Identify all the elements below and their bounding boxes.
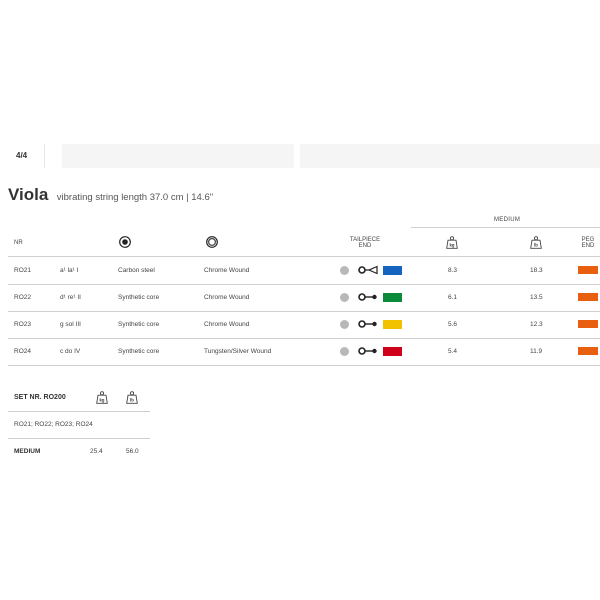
peg-end-header: PEG END — [581, 237, 595, 249]
string-color-swatch — [383, 320, 402, 329]
peg-end-color-swatch — [578, 266, 598, 274]
string-color-swatch — [383, 293, 402, 302]
winding-material: Chrome Wound — [204, 267, 250, 274]
winding-material: Chrome Wound — [204, 321, 250, 328]
tension-kg: 8.3 — [448, 267, 458, 274]
core-material: Synthetic core — [118, 294, 160, 301]
string-end-dot-icon — [340, 293, 349, 302]
divider — [8, 256, 600, 257]
string-note: c do IV — [60, 348, 81, 355]
tab-4-4[interactable]: 4/4 — [16, 151, 28, 160]
divider — [8, 365, 600, 366]
string-number: RO24 — [14, 348, 31, 355]
string-number: RO23 — [14, 321, 31, 328]
lb-unit: lb — [130, 398, 134, 403]
peg-end-color-swatch — [578, 320, 598, 328]
ball-end-icon — [358, 320, 377, 328]
tension-lb: 13.5 — [530, 294, 543, 301]
string-end-dot-icon — [340, 320, 349, 329]
tension-kg: 6.1 — [448, 294, 458, 301]
tab-divider — [44, 144, 45, 168]
lb-weight-icon: lb — [126, 391, 138, 404]
size-tabs: 4/4 — [0, 144, 600, 168]
set-title: SET NR. RO200 — [14, 394, 66, 401]
divider — [8, 338, 600, 339]
kg-unit: kg — [450, 243, 455, 248]
tension-kg: 5.6 — [448, 321, 458, 328]
peg-end-color-swatch — [578, 347, 598, 355]
string-end-dot-icon — [340, 266, 349, 275]
tension-lb: 11.9 — [530, 348, 543, 355]
kg-weight-icon: kg — [446, 236, 458, 249]
core-material: Synthetic core — [118, 348, 160, 355]
kg-weight-icon: kg — [96, 391, 108, 404]
peg-end-color-swatch — [578, 293, 598, 301]
loop-end-icon — [358, 265, 378, 275]
string-color-swatch — [383, 347, 402, 356]
lb-unit: lb — [534, 243, 538, 248]
instrument-name: Viola — [8, 185, 49, 204]
string-note: a¹ la¹ I — [60, 267, 79, 274]
tab-placeholder[interactable] — [300, 144, 600, 168]
tension-lb: 18.3 — [530, 267, 543, 274]
core-material: Carbon steel — [118, 267, 155, 274]
set-kg-value: 25.4 — [90, 448, 103, 455]
ball-end-icon — [358, 347, 377, 355]
kg-unit: kg — [100, 398, 105, 403]
medium-tension-label: MEDIUM — [494, 217, 521, 223]
set-lb-value: 56.0 — [126, 448, 139, 455]
string-number: RO21 — [14, 267, 31, 274]
string-length: vibrating string length 37.0 cm | 14.6" — [56, 192, 214, 203]
divider — [8, 411, 150, 412]
core-icon — [119, 236, 131, 248]
string-number: RO22 — [14, 294, 31, 301]
core-material: Synthetic core — [118, 321, 160, 328]
winding-material: Chrome Wound — [204, 294, 250, 301]
ball-end-icon — [358, 293, 377, 301]
string-note: d¹ re¹ II — [60, 294, 81, 301]
set-medium-label: MEDIUM — [14, 448, 41, 455]
set-contents: RO21; RO22; RO23; RO24 — [14, 421, 93, 428]
tab-placeholder[interactable] — [62, 144, 294, 168]
tension-kg: 5.4 — [448, 348, 458, 355]
tailpiece-end-header: TAILPIECE END — [349, 237, 381, 249]
winding-material: Tungsten/Silver Wound — [204, 348, 272, 355]
tension-lb: 12.3 — [530, 321, 543, 328]
string-end-dot-icon — [340, 347, 349, 356]
page-title: Viola vibrating string length 37.0 cm | … — [8, 185, 213, 205]
winding-icon — [206, 236, 218, 248]
string-color-swatch — [383, 266, 402, 275]
string-note: g sol III — [60, 321, 81, 328]
divider — [8, 284, 600, 285]
nr-header: NR — [14, 240, 23, 246]
lb-weight-icon: lb — [530, 236, 542, 249]
divider — [8, 311, 600, 312]
divider — [411, 227, 600, 228]
divider — [8, 438, 150, 439]
